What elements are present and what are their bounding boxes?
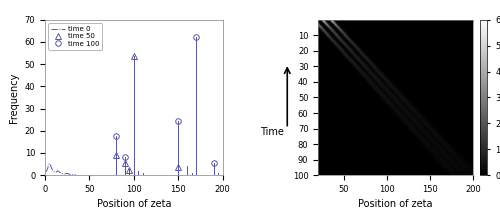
time 0 [67,173,73,176]
time 0 [73,174,79,176]
time 0 [62,173,68,175]
Legend: time 0, time 50, time 100: time 0, time 50, time 100 [48,23,102,49]
time 0 [68,173,74,176]
time 0 [65,172,71,175]
time 0 [68,173,74,176]
time 0 [52,171,59,174]
time 0 [43,171,49,173]
time 0 [58,172,64,174]
Y-axis label: Frequency: Frequency [9,72,19,123]
Line: time 50: time 50 [114,54,181,172]
time 0 [70,173,76,176]
time 0 [52,171,58,174]
time 0 [66,173,72,175]
time 50 [113,154,119,157]
time 0 [46,164,52,166]
time 100 [122,156,128,159]
time 100 [176,119,182,122]
time 0 [46,162,52,165]
time 0 [57,171,63,174]
time 0 [60,173,66,175]
time 0 [64,172,70,175]
X-axis label: Position of zeta: Position of zeta [96,200,171,210]
time 0 [48,166,54,169]
time 0 [56,170,62,173]
time 0 [44,167,51,170]
time 0 [50,170,56,172]
time 0 [44,169,50,172]
time 0 [60,173,66,175]
Text: Time: Time [260,127,283,137]
time 0 [51,170,57,173]
time 50 [122,162,128,164]
time 0 [70,173,75,176]
time 100 [193,36,199,39]
time 100 [211,162,217,164]
time 0 [48,163,54,166]
time 50 [126,168,132,171]
time 0 [64,172,70,175]
time 0 [72,173,78,176]
time 100 [113,135,119,138]
time 0 [59,172,65,175]
time 0 [54,171,60,173]
Line: time 100: time 100 [114,35,216,166]
time 50 [176,166,182,169]
time 0 [49,168,55,170]
time 0 [72,174,78,176]
X-axis label: Position of zeta: Position of zeta [358,200,433,210]
time 0 [54,170,60,172]
time 0 [62,173,68,175]
Line: time 0: time 0 [46,164,76,175]
time 50 [131,55,137,58]
time 0 [56,171,62,173]
